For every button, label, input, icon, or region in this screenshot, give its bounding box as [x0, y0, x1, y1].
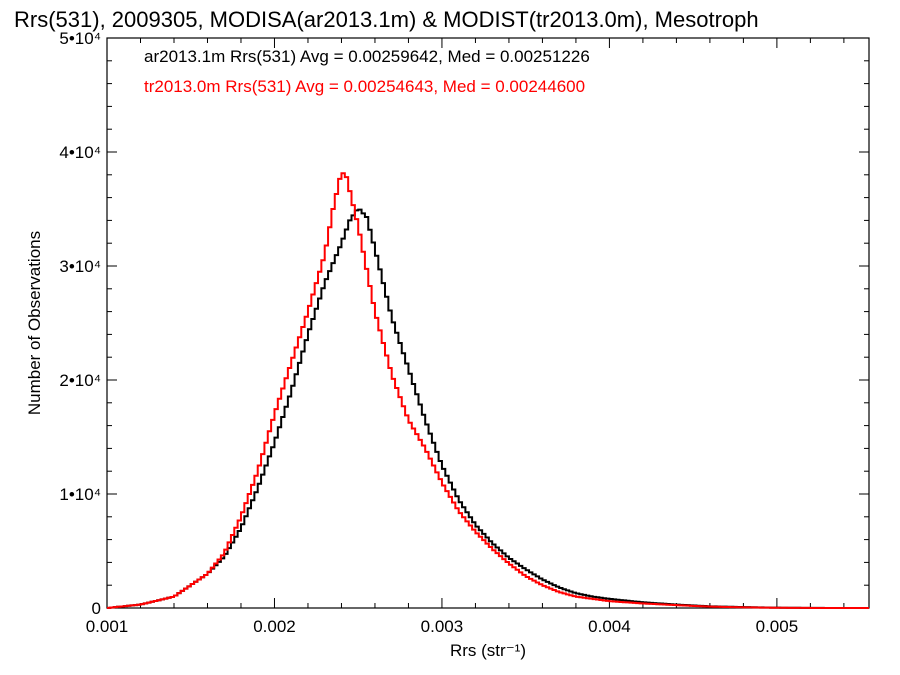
- y-tick-label: 5•10⁴: [59, 29, 101, 48]
- x-tick-label: 0.004: [588, 617, 631, 636]
- x-tick-label: 0.005: [756, 617, 799, 636]
- plot-frame: [106, 37, 870, 609]
- chart-title: Rrs(531), 2009305, MODISA(ar2013.1m) & M…: [14, 7, 759, 32]
- y-tick-label: 1•10⁴: [59, 485, 101, 504]
- y-axis-ticks: 0 1•10⁴ 2•10⁴ 3•10⁴ 4•10⁴ 5•10⁴: [59, 29, 869, 618]
- series-line-ar2013.1m: [107, 208, 869, 609]
- series-layer: [107, 172, 869, 609]
- legend-entry-ar2013: ar2013.1m Rrs(531) Avg = 0.00259642, Med…: [144, 47, 590, 66]
- legend: ar2013.1m Rrs(531) Avg = 0.00259642, Med…: [144, 47, 590, 96]
- x-axis-label: Rrs (str⁻¹): [450, 641, 526, 660]
- y-tick-label: 0: [92, 599, 101, 618]
- x-tick-label: 0.003: [421, 617, 464, 636]
- x-tick-label: 0.001: [86, 617, 129, 636]
- series-line-tr2013.0m: [107, 172, 869, 609]
- legend-entry-tr2013: tr2013.0m Rrs(531) Avg = 0.00254643, Med…: [144, 77, 585, 96]
- y-tick-label: 4•10⁴: [59, 143, 101, 162]
- y-tick-label: 3•10⁴: [59, 257, 101, 276]
- y-axis-label: Number of Observations: [25, 231, 44, 415]
- x-tick-label: 0.002: [253, 617, 296, 636]
- x-axis-ticks: 0.001 0.002 0.003 0.004 0.005: [86, 38, 845, 636]
- y-tick-label: 2•10⁴: [59, 371, 101, 390]
